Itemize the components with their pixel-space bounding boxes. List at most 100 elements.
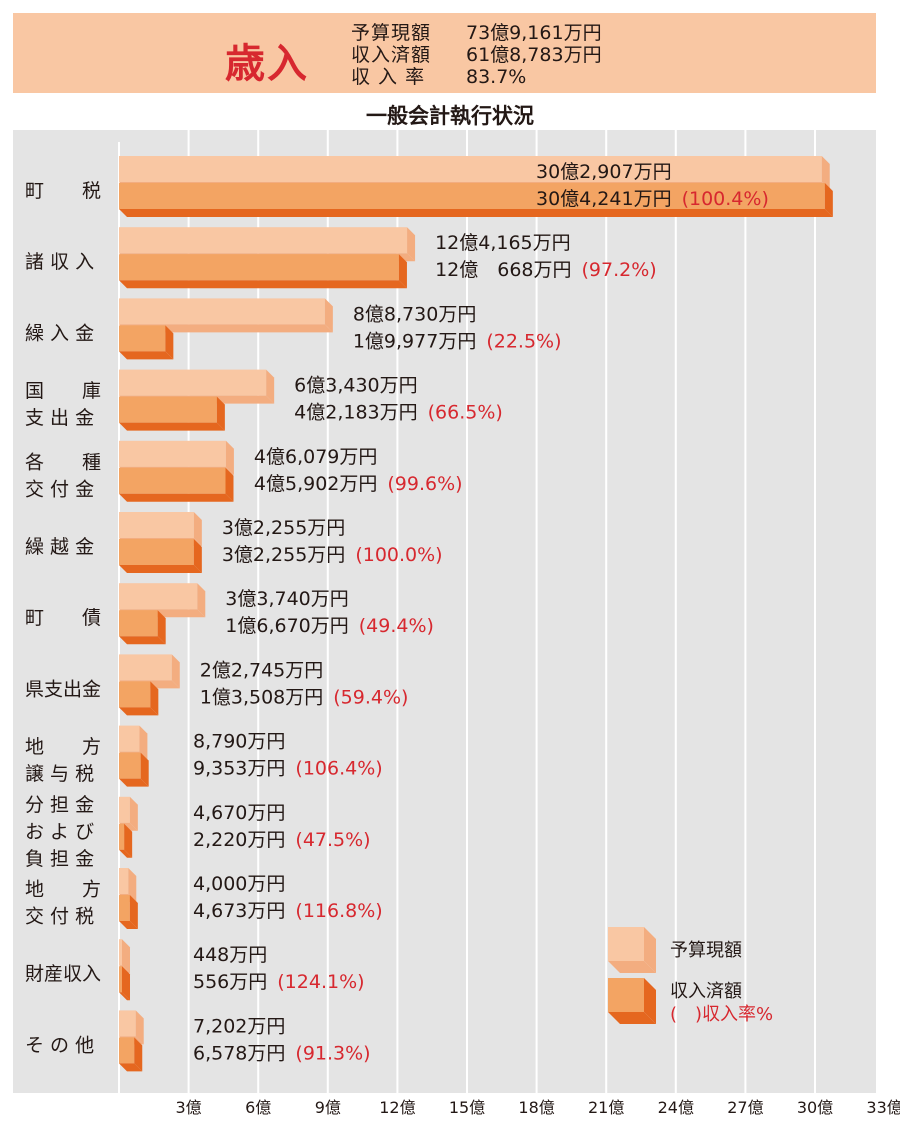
- bar-side: [171, 654, 180, 689]
- actual-bar: [119, 254, 407, 289]
- bar-side: [124, 823, 133, 858]
- category-label: 諸 収 入: [25, 251, 94, 273]
- x-axis-ticks: 3億 6億 9億 12億 15億 18億 21億 24億 27億 30億 33億: [176, 1098, 900, 1117]
- actual-value-label: 2,220万円: [193, 829, 285, 851]
- bar-face: [119, 325, 166, 352]
- bar-group: [119, 156, 833, 1072]
- bar-bottom: [119, 849, 133, 858]
- bar-bottom: [119, 992, 130, 1001]
- bar-side: [266, 369, 275, 404]
- bar-face: [119, 254, 399, 281]
- actual-value-label: 6,578万円: [193, 1042, 285, 1064]
- legend-face: [608, 978, 644, 1012]
- rate-label: (59.4%): [333, 686, 408, 708]
- budget-value-label: 3億2,255万円: [222, 517, 345, 539]
- bar-side: [407, 227, 416, 262]
- bar-face: [119, 895, 130, 921]
- legend-side: [644, 927, 656, 973]
- legend-bottom: [608, 1012, 656, 1024]
- bar-side: [128, 868, 137, 902]
- category-label: 財産収入: [25, 963, 101, 985]
- rate-label: (106.4%): [295, 758, 382, 780]
- bar-side: [165, 325, 174, 360]
- bar-face: [119, 1037, 135, 1064]
- budget-value-label: 8,790万円: [193, 731, 285, 753]
- rate-label: (97.2%): [582, 259, 657, 281]
- bar-face: [119, 966, 122, 993]
- category-label: そ の 他: [25, 1034, 94, 1056]
- bar-face: [119, 440, 226, 467]
- actual-value-label: 3億2,255万円: [222, 544, 345, 566]
- actual-value-label: 1億9,977万円: [353, 330, 476, 352]
- header-row-actual: 収入済額 61億8,783万円: [351, 44, 602, 66]
- x-tick-label: 33億: [866, 1098, 900, 1117]
- summary-header: 歳入 予算現額 73億9,161万円 収入済額 61億8,783万円 収 入 率 83…: [13, 13, 876, 93]
- budget-value-label: 448万円: [193, 944, 267, 966]
- actual-value-label: 1億6,670万円: [225, 615, 348, 637]
- bar-face: [119, 939, 122, 966]
- rate-label: (100.0%): [355, 544, 442, 566]
- bar-face: [119, 725, 140, 752]
- bar-face: [119, 512, 194, 538]
- bar-side: [821, 156, 830, 190]
- bar-side: [324, 298, 333, 333]
- header-row-rate: 収 入 率 83.7%: [351, 66, 526, 88]
- rate-label: (91.3%): [295, 1042, 370, 1064]
- actual-value-label: 9,353万円: [193, 758, 285, 780]
- rate-label: (116.8%): [295, 900, 382, 922]
- actual-bar: [119, 183, 833, 217]
- bar-face: [119, 583, 198, 610]
- actual-value-label: 1億3,508万円: [200, 686, 323, 708]
- bar-side: [140, 752, 149, 787]
- bar-bottom: [119, 324, 333, 333]
- bar-side: [193, 512, 202, 546]
- category-label: 町 債: [25, 607, 101, 629]
- x-tick-label: 15億: [449, 1098, 485, 1117]
- bar-side: [216, 396, 225, 431]
- actual-bar: [119, 823, 133, 858]
- bar-side: [197, 583, 206, 618]
- bar-side: [157, 610, 166, 645]
- bar-side: [139, 725, 148, 760]
- bar-bottom: [119, 565, 202, 573]
- bar-bottom: [119, 209, 833, 217]
- bar-face: [119, 539, 194, 565]
- category-label: 各 種: [25, 451, 101, 473]
- bar-bottom: [119, 921, 138, 929]
- bar-side: [225, 467, 234, 502]
- legend-side: [644, 978, 656, 1024]
- bar-side: [193, 539, 202, 573]
- header-row-budget: 予算現額 73億9,161万円: [351, 22, 602, 44]
- legend-budget-label: 予算現額: [670, 940, 742, 961]
- bar-face: [119, 156, 822, 182]
- bar-side: [150, 681, 159, 716]
- bar-side: [129, 796, 138, 831]
- actual-value-label: 4億5,902万円: [254, 473, 377, 495]
- bar-bottom: [119, 280, 407, 289]
- actual-value-label: 12億 668万円: [435, 259, 571, 281]
- rate-label: (100.4%): [682, 188, 769, 210]
- category-label: 地 方: [25, 736, 101, 758]
- actual-bar: [119, 895, 138, 929]
- rate-label: (99.6%): [387, 473, 462, 495]
- bar-bottom: [119, 636, 166, 645]
- rate-label: (47.5%): [295, 829, 370, 851]
- actual-value-label: 30億4,241万円: [536, 188, 672, 210]
- legend-actual-label: 収入済額: [670, 981, 742, 1002]
- budget-value-label: 2億2,745万円: [200, 659, 323, 681]
- actual-bar: [119, 467, 234, 502]
- bar-face: [119, 868, 129, 894]
- bar-face: [119, 298, 325, 325]
- budget-value-label: 7,202万円: [193, 1015, 285, 1037]
- bar-face: [119, 681, 151, 708]
- legend-actual-swatch: [608, 978, 656, 1024]
- category-label: 繰 越 金: [25, 536, 94, 558]
- actual-bar: [119, 681, 159, 716]
- bar-side: [135, 1010, 144, 1045]
- bar-bottom: [119, 778, 149, 787]
- header-label: 収入済額: [351, 44, 432, 66]
- x-tick-label: 9億: [315, 1098, 341, 1117]
- category-label: お よ び: [25, 821, 94, 843]
- budget-value-label: 3億3,740万円: [225, 588, 348, 610]
